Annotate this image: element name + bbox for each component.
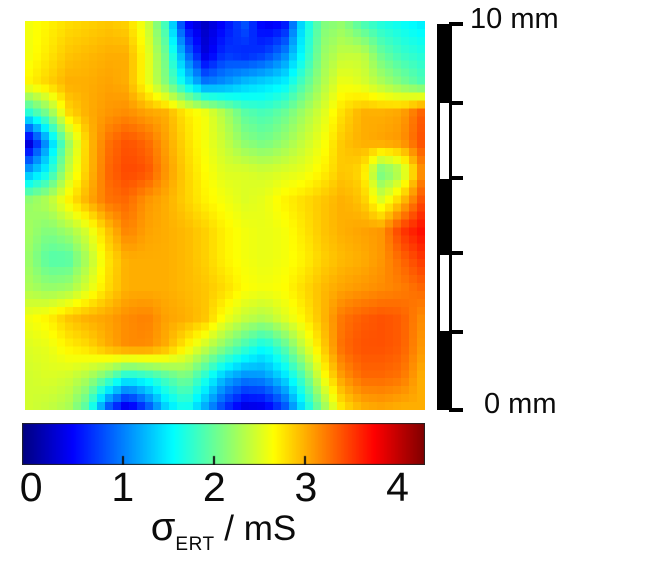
sigma-subscript: ERT	[175, 534, 215, 555]
colorbar-tick-label: 1	[111, 464, 135, 510]
scalebar-segment	[440, 103, 449, 179]
scalebar-tick	[449, 251, 463, 255]
colorbar-title: σERT / mS	[22, 505, 425, 556]
scalebar-segment	[440, 255, 449, 331]
scalebar-segment	[440, 27, 449, 103]
colorbar-tick-label: 3	[294, 464, 318, 510]
colorbar-tick-label: 2	[202, 464, 226, 510]
scalebar-tick	[449, 408, 463, 412]
unit-text: / mS	[214, 509, 297, 548]
scalebar-segment	[440, 179, 449, 255]
heatmap-canvas	[25, 21, 425, 410]
colorbar-canvas	[22, 423, 425, 465]
scalebar-tick	[449, 330, 463, 334]
scalebar-segment	[440, 331, 449, 407]
scalebar-top-label: 10 mm	[470, 3, 559, 35]
scalebar-tick	[449, 101, 463, 105]
scalebar-bottom-label: 0 mm	[484, 388, 557, 420]
colorbar-tick-label: 4	[386, 464, 409, 510]
scalebar-tick	[449, 22, 463, 26]
scalebar	[437, 24, 452, 410]
scalebar-tick	[449, 176, 463, 180]
sigma-symbol: σ	[150, 505, 176, 549]
colorbar-tick-label: 0	[19, 464, 43, 510]
